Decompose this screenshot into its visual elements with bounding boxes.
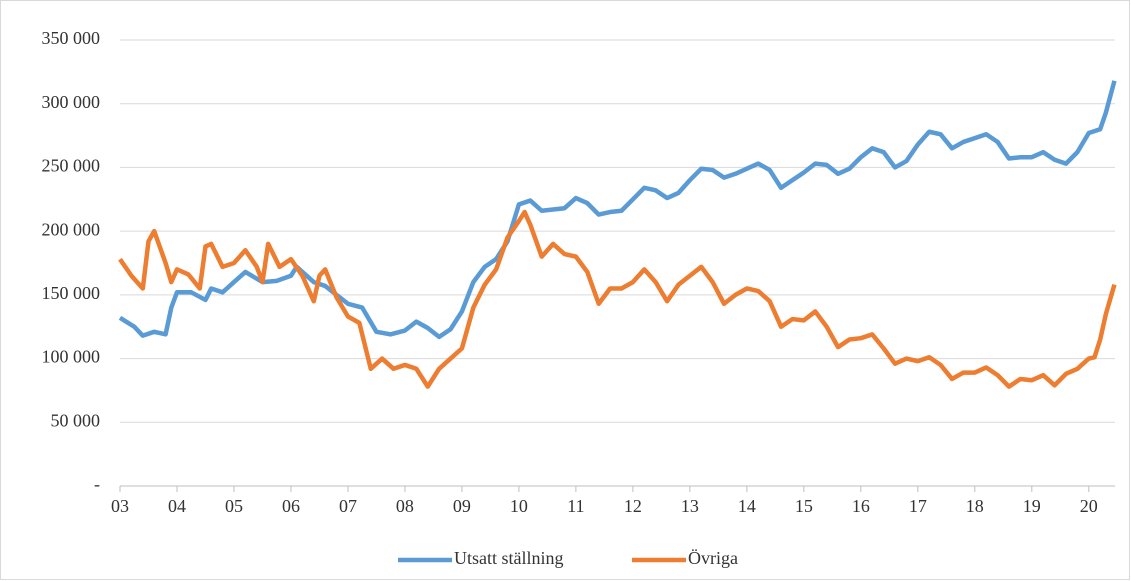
x-tick-label: 19 — [1023, 496, 1041, 516]
x-tick-label: 09 — [453, 496, 471, 516]
x-tick-label: 04 — [168, 496, 186, 516]
x-tick-label: 17 — [909, 496, 927, 516]
x-tick-label: 12 — [624, 496, 642, 516]
y-tick-label: 250 000 — [42, 156, 101, 176]
y-tick-label: 200 000 — [42, 219, 101, 239]
x-tick-label: 13 — [681, 496, 699, 516]
x-tick-label: 08 — [396, 496, 414, 516]
y-tick-label: 350 000 — [42, 28, 101, 48]
y-tick-label: - — [94, 474, 100, 494]
y-tick-label: 50 000 — [51, 410, 101, 430]
series-line — [118, 209, 1117, 389]
x-tick-label: 14 — [738, 496, 756, 516]
x-tick-label: 15 — [795, 496, 813, 516]
x-tick-label: 16 — [852, 496, 870, 516]
legend-label: Övriga — [688, 548, 738, 568]
x-tick-label: 03 — [111, 496, 129, 516]
y-tick-label: 100 000 — [42, 347, 101, 367]
x-tick-label: 05 — [225, 496, 243, 516]
x-tick-label: 06 — [282, 496, 300, 516]
series-line — [118, 80, 1117, 340]
x-tick-label: 11 — [567, 496, 584, 516]
x-tick-label: 18 — [966, 496, 984, 516]
x-tick-label: 10 — [510, 496, 528, 516]
y-tick-label: 300 000 — [42, 92, 101, 112]
legend-label: Utsatt ställning — [454, 548, 564, 568]
y-tick-label: 150 000 — [42, 283, 101, 303]
x-tick-label: 20 — [1080, 496, 1098, 516]
x-tick-label: 07 — [339, 496, 357, 516]
